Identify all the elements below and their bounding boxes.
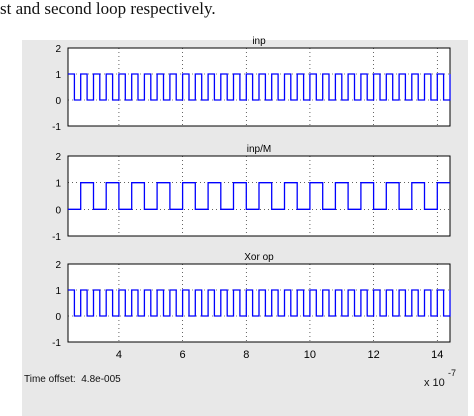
x-tick-label: 10 (304, 349, 316, 361)
figure-caption-fragment: st and second loop respectively. (0, 0, 216, 18)
y-tick-label: 1 (55, 286, 61, 297)
plot-title: inp/M (247, 144, 271, 155)
y-tick-label: 2 (55, 260, 61, 271)
x-tick-label: 8 (243, 349, 249, 361)
y-tick-label: 0 (55, 96, 61, 107)
x-tick-label: 6 (180, 349, 186, 361)
plot-inp: 2 1 0 -1 inp (52, 36, 451, 133)
y-tick-label: 2 (55, 152, 61, 163)
y-tick-label: 0 (55, 312, 61, 323)
y-tick-label: 2 (55, 44, 61, 55)
y-tick-label: 0 (55, 205, 61, 216)
y-tick-label: -1 (52, 338, 61, 349)
time-offset-label: Time offset: (24, 374, 76, 385)
plot-inp-over-m: 2 1 0 -1 inp/M (52, 144, 451, 243)
plot-title: inp (252, 36, 266, 47)
x-exponent-power: -7 (448, 368, 457, 378)
plot-title: Xor op (244, 252, 274, 263)
time-offset-value: 4.8e-005 (81, 374, 121, 385)
signal-trace (68, 289, 451, 317)
y-tick-label: 1 (55, 179, 61, 190)
x-tick-label: 14 (431, 349, 443, 361)
time-offset-readout: Time offset: 4.8e-005 (24, 374, 121, 385)
y-tick-label: -1 (52, 232, 61, 243)
signal-trace (68, 73, 451, 101)
y-tick-label: -1 (52, 122, 61, 133)
signal-trace (68, 182, 450, 210)
x-tick-label: 12 (367, 349, 379, 361)
x-tick-label: 4 (116, 349, 122, 361)
y-tick-label: 1 (55, 70, 61, 81)
x-exponent-base: x 10 (424, 377, 445, 389)
